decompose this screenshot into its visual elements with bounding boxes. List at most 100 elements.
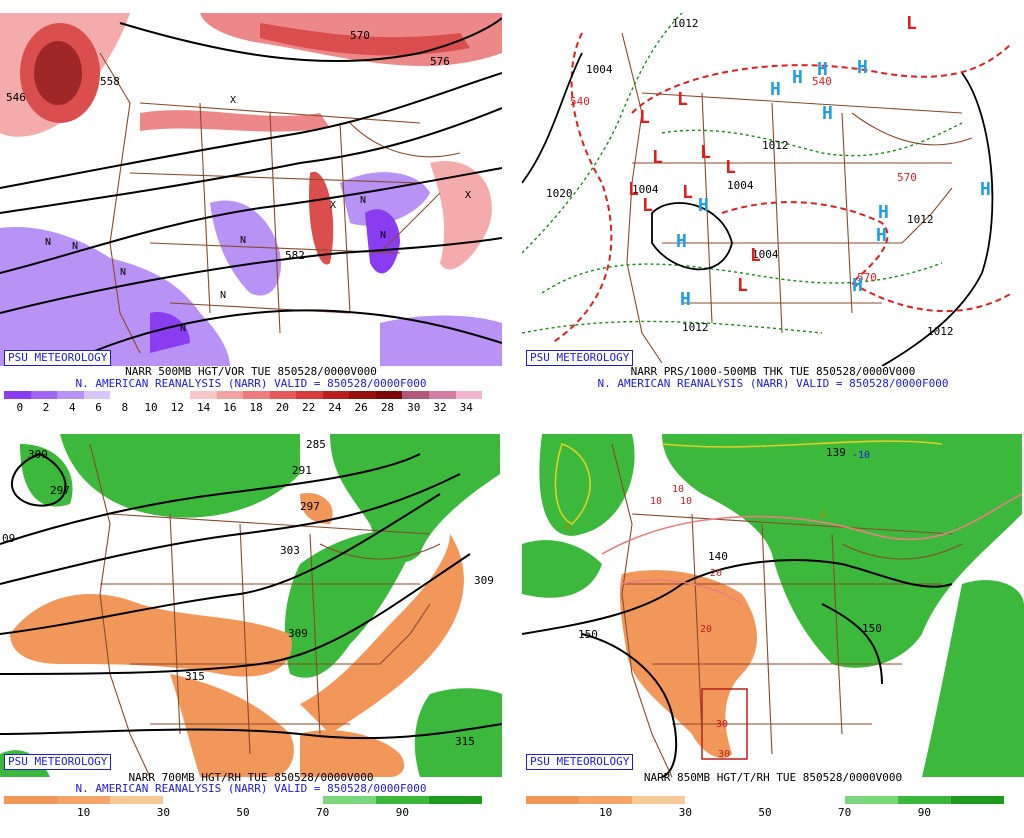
contour-label: 285 <box>306 438 326 451</box>
color-scale-tick-label: 30 <box>678 806 692 819</box>
map-caption: NARR 700MB HGT/RH TUE 850528/0000V000 <box>128 771 374 784</box>
isobar-label: 1012 <box>762 139 789 152</box>
contour-label: 09 <box>2 532 15 545</box>
low-pressure-marker: L <box>677 89 688 110</box>
contour-label: 315 <box>185 670 205 683</box>
contour-label: 582 <box>285 249 305 262</box>
map-500mb-vorticity: 558 570 576 582 546 N N N N N N N N X X … <box>0 13 502 366</box>
color-scale-swatch <box>110 796 164 804</box>
contour-label: 546 <box>6 91 26 104</box>
color-scale-tick-label: 14 <box>196 401 211 414</box>
high-pressure-marker: H <box>792 67 803 88</box>
color-scale-swatch <box>216 391 244 399</box>
color-scale-tick-label: 8 <box>121 401 129 414</box>
color-scale-tick-label: 18 <box>249 401 263 414</box>
isobar-label: 1012 <box>907 213 934 226</box>
thickness-label: 570 <box>897 171 917 184</box>
color-scale-swatch <box>216 796 270 804</box>
color-scale-swatch <box>428 796 482 804</box>
color-scale-swatch <box>4 391 31 399</box>
color-scale-tick-label: 10 <box>599 806 613 819</box>
isobar-label: 1012 <box>927 325 954 338</box>
contour-label: 558 <box>100 75 120 88</box>
color-scale-tick-label: 70 <box>316 806 330 819</box>
color-scale-tick-label: 90 <box>395 806 409 819</box>
map-valid-caption: N. AMERICAN REANALYSIS (NARR) VALID = 85… <box>75 782 427 795</box>
color-scale-ticks: 0 2 4 6 8 10 12 14 16 18 20 22 24 26 28 30 32 34 <box>4 401 482 415</box>
map-caption: NARR PRS/1000-500MB THK TUE 850528/0000V… <box>630 365 916 378</box>
color-scale-tick-label: 90 <box>917 806 931 819</box>
vort-min-marker: N <box>220 290 226 301</box>
color-scale-tick-label: 32 <box>433 401 447 414</box>
isobar-label: 1012 <box>682 321 709 334</box>
color-scale-swatch <box>526 796 580 804</box>
temp-label: 20 <box>710 568 722 579</box>
thickness-label: 540 <box>812 75 832 88</box>
low-pressure-marker: L <box>682 182 693 203</box>
map-valid-caption: N. AMERICAN REANALYSIS (NARR) VALID = 85… <box>75 377 427 390</box>
color-scale-swatch <box>950 796 1004 804</box>
color-scale-tick-label: 24 <box>328 401 342 414</box>
vort-min-marker: N <box>120 267 126 278</box>
color-scale-tick-label: 70 <box>838 806 852 819</box>
color-scale-tick-label: 30 <box>156 806 170 819</box>
color-scale-tick-label: 26 <box>354 401 368 414</box>
color-scale-swatch <box>30 391 58 399</box>
height-contours <box>522 559 953 778</box>
geographic-boundaries <box>99 52 461 354</box>
vort-min-marker: N <box>240 235 246 246</box>
vort-min-marker: N <box>45 237 51 248</box>
color-scale-tick-label: 28 <box>380 401 395 414</box>
color-scale-swatch <box>685 796 739 804</box>
vort-max-marker: X <box>330 200 336 211</box>
color-scale-swatch <box>349 391 376 399</box>
color-scale-swatch <box>243 391 270 399</box>
contour-label: 297 <box>300 500 320 513</box>
isobar-label: 1012 <box>672 17 699 30</box>
contour-label: 291 <box>292 464 312 477</box>
contour-label: 297 <box>50 484 70 497</box>
low-pressure-marker: L <box>737 275 748 296</box>
color-scale-tick-label: 10 <box>77 806 91 819</box>
temp-label: 0 <box>564 522 570 533</box>
panel-700mb-rh: 309 297 285 291 297 303 309 309 315 315 … <box>0 429 502 838</box>
contour-label: 309 <box>288 627 308 640</box>
contour-label: 309 <box>474 574 494 587</box>
color-scale-swatch <box>791 796 845 804</box>
geographic-boundaries <box>611 443 963 778</box>
high-pressure-marker: H <box>822 103 833 124</box>
color-scale-bar <box>4 796 482 804</box>
color-scale-tick-label: 10 <box>144 401 158 414</box>
color-scale-swatch <box>632 796 686 804</box>
color-scale-swatch <box>110 391 137 399</box>
isobar-label: 1004 <box>632 183 659 196</box>
psu-meteorology-logo: PSU METEOROLOGY <box>526 754 634 770</box>
color-scale-swatch <box>322 391 350 399</box>
high-pressure-marker: H <box>878 202 889 223</box>
high-pressure-marker: H <box>857 57 868 78</box>
rh-moist-shading <box>522 434 1024 777</box>
contour-label: 150 <box>578 628 598 641</box>
contour-label: 576 <box>430 55 450 68</box>
low-pressure-marker: L <box>725 157 736 178</box>
temp-label: -10 <box>852 450 870 461</box>
contour-label: 570 <box>350 29 370 42</box>
color-scale-swatch <box>455 391 483 399</box>
psu-meteorology-logo: PSU METEOROLOGY <box>4 754 112 770</box>
color-scale-tick-label: 4 <box>68 401 76 414</box>
color-scale-swatch <box>163 391 190 399</box>
contour-label: 140 <box>708 550 728 563</box>
color-scale-swatch <box>375 796 429 804</box>
color-scale-tick-label: 50 <box>758 806 772 819</box>
vort-min-marker: N <box>72 241 78 252</box>
geographic-boundaries <box>89 443 441 778</box>
temp-label: 30 <box>718 749 730 760</box>
color-scale-swatch <box>844 796 898 804</box>
panel-pressure-thickness: 1012 1012 1020 1004 1004 1004 1012 1012 … <box>522 13 1024 422</box>
color-scale-bar <box>526 796 1004 804</box>
geographic-boundaries <box>621 32 973 364</box>
color-scale-tick-label: 0 <box>16 401 24 414</box>
color-scale-swatch <box>402 391 429 399</box>
color-scale-tick-label: 50 <box>236 806 250 819</box>
map-700mb-rh: 309 297 285 291 297 303 309 309 315 315 … <box>0 434 502 778</box>
